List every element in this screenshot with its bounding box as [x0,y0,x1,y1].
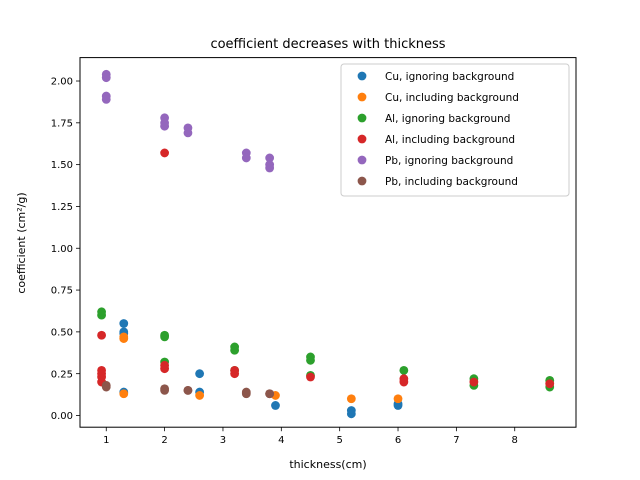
data-point [195,391,205,400]
data-point [393,394,403,404]
data-point [265,389,275,399]
data-point [101,73,111,83]
y-tick-label: 1.75 [51,118,73,129]
y-tick-label: 2.00 [51,77,73,88]
data-point [119,334,129,343]
legend-entry: Al, including background [385,134,515,146]
legend-entry: Pb, ignoring background [385,155,513,167]
x-axis: 1 2 3 4 5 6 7 8 [103,427,518,446]
y-tick-label: 1.00 [51,244,73,255]
chart-title: coefficient decreases with thickness [210,37,445,52]
data-point [545,379,555,389]
data-point [306,372,315,382]
y-tick-label: 0.75 [51,286,73,297]
data-point [119,389,129,399]
x-tick-label: 6 [395,435,401,446]
data-point [230,345,240,355]
data-point [183,386,193,395]
y-tick-label: 0.25 [51,369,73,380]
legend-marker [357,92,367,102]
legend-entry: Al, ignoring background [385,113,510,125]
data-point [160,148,170,158]
y-tick-label: 0.00 [51,411,73,422]
x-tick-label: 1 [103,435,109,446]
data-point [469,377,479,387]
y-tick-label: 1.50 [51,160,73,171]
data-point [399,377,409,387]
x-tick-label: 4 [278,435,284,446]
legend: Cu, ignoring background Cu, including bac… [340,63,570,197]
series-5 [101,380,275,399]
data-point [97,310,106,320]
data-point [399,365,409,375]
data-point [183,128,193,138]
y-axis-label: coefficient (cm²/g) [15,192,28,293]
legend-marker [357,134,367,144]
x-tick-label: 5 [336,435,342,446]
series-2 [97,307,555,392]
data-point [160,332,170,342]
data-point [195,369,205,379]
data-point [241,389,251,399]
legend-marker [357,176,367,186]
x-tick-label: 8 [512,435,518,446]
data-point [160,121,170,131]
data-point [306,355,315,365]
legend-entry: Pb, including background [385,176,518,188]
y-axis: 0.00 0.25 0.50 0.75 1.00 1.25 1.50 1.75 2.00 [51,77,80,422]
data-point [346,394,356,404]
chart-title-group: coefficient decreases with thickness [210,37,445,52]
data-point [97,330,106,340]
plot-area-frame [79,57,577,428]
legend-marker [357,71,367,81]
legend-marker [357,155,367,165]
series-1 [119,332,403,404]
data-point [265,163,275,173]
x-axis-label: thickness(cm) [289,458,366,471]
data-point [265,153,275,163]
data-point [346,409,356,419]
x-tick-label: 3 [220,435,226,446]
legend-box [340,63,570,197]
legend-marker [357,113,367,123]
data-point [230,369,240,379]
data-points [97,69,555,419]
legend-entry: Cu, including background [385,92,519,104]
x-tick-label: 2 [161,435,167,446]
x-tick-label: 7 [453,435,459,446]
data-point [241,153,251,163]
data-point [101,95,111,104]
data-point [160,364,170,374]
y-tick-label: 1.25 [51,202,73,213]
series-4 [101,69,275,173]
legend-entry: Cu, ignoring background [385,71,514,83]
y-tick-label: 0.50 [51,327,73,338]
data-point [271,401,280,410]
data-point [101,382,111,392]
data-point [119,319,129,328]
data-point [160,386,170,395]
